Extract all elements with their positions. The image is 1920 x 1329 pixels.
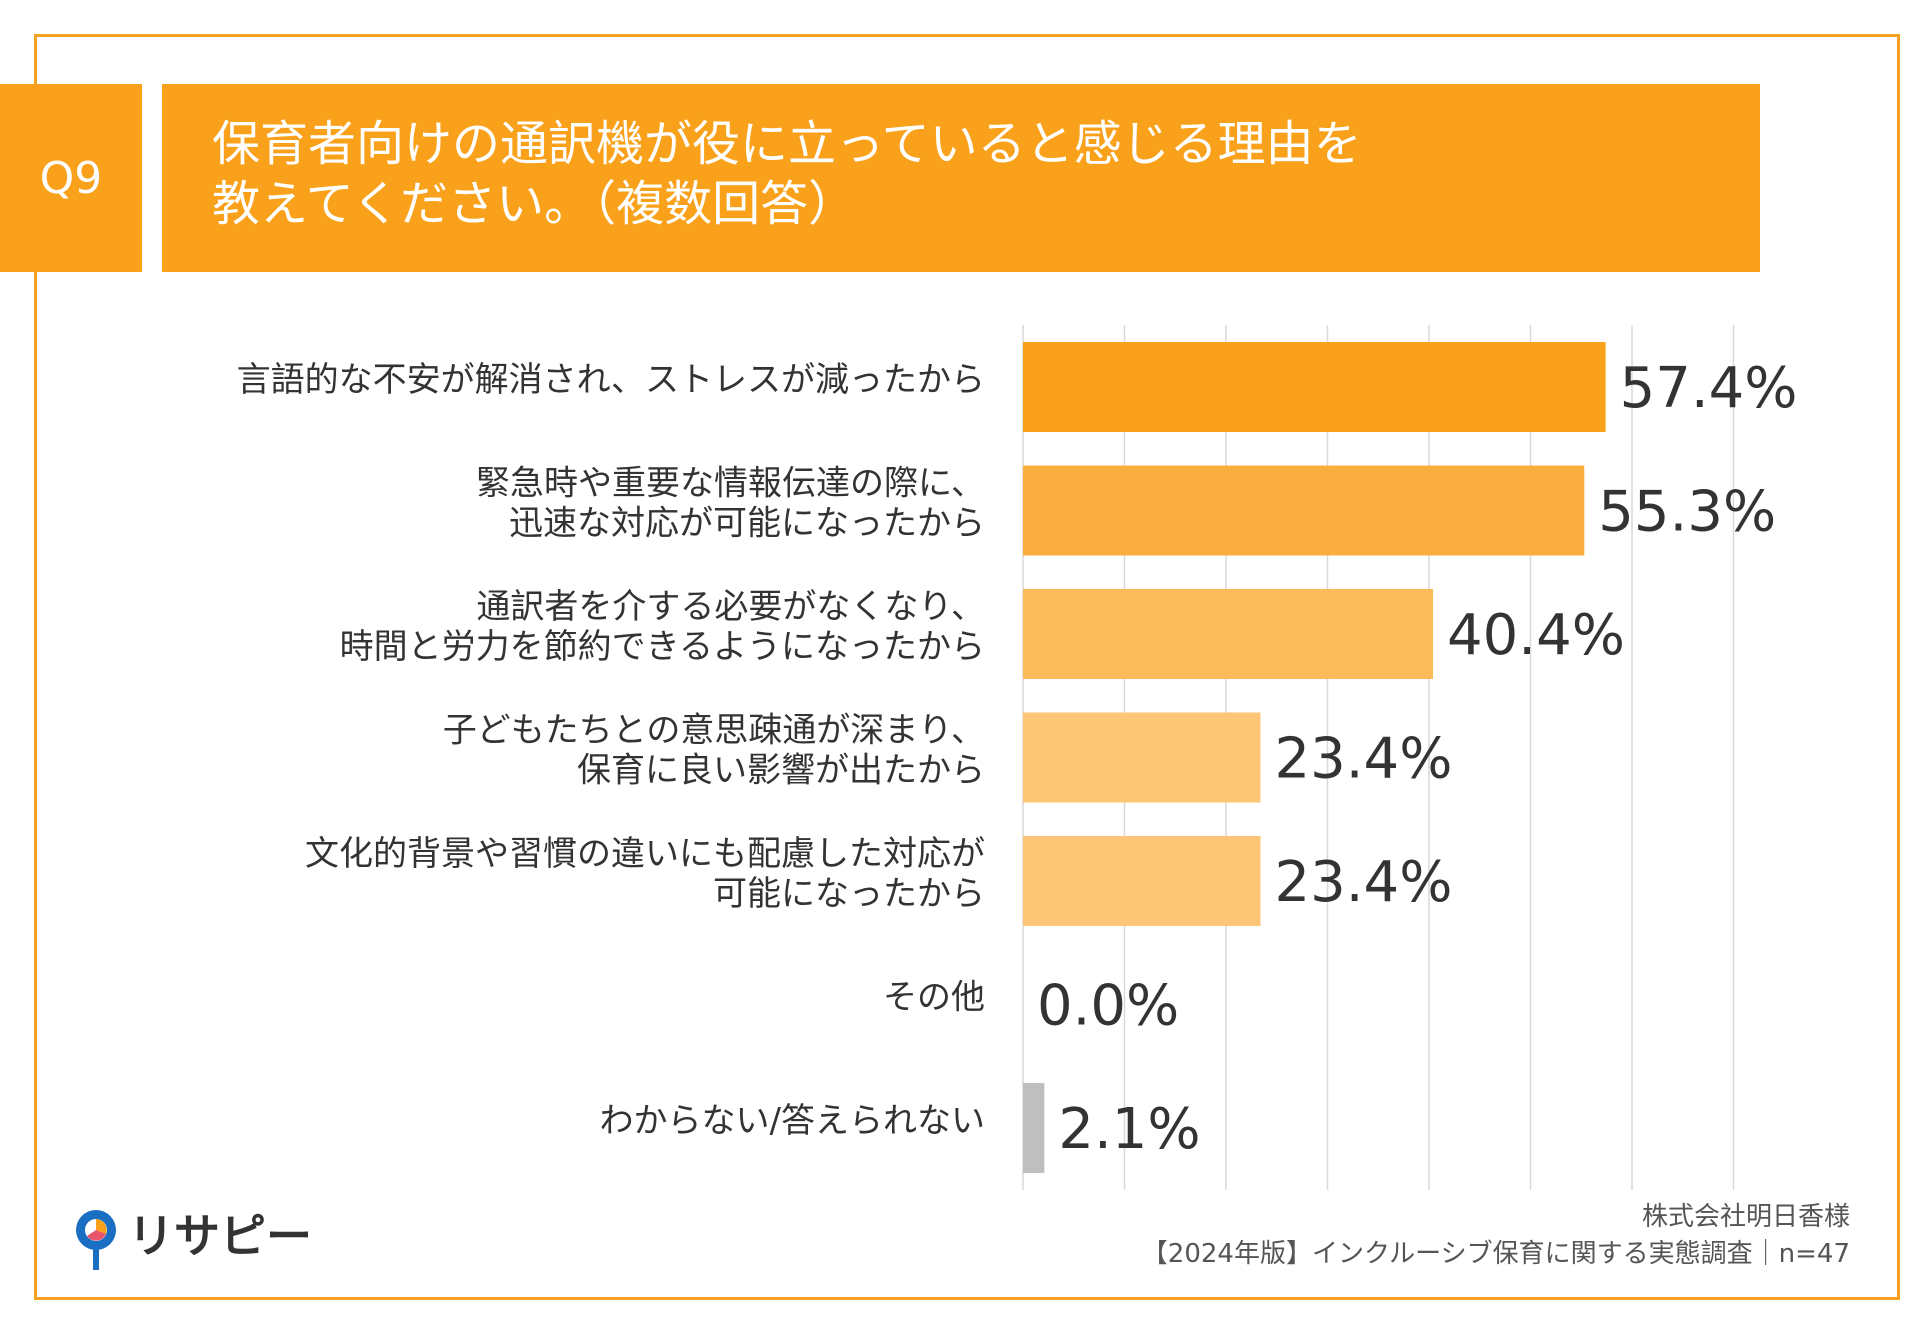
category-label: 保育に良い影響が出たから bbox=[577, 751, 985, 791]
value-label: 2.1% bbox=[1058, 1097, 1200, 1162]
category-label: 通訳者を介する必要がなくなり、 bbox=[476, 587, 985, 627]
logo: リサピー bbox=[76, 1209, 310, 1270]
category-label: その他 bbox=[883, 978, 985, 1018]
value-label: 57.4% bbox=[1620, 356, 1798, 421]
question-number: Q9 bbox=[0, 84, 142, 272]
bar bbox=[1023, 465, 1585, 556]
value-label: 23.4% bbox=[1275, 850, 1453, 915]
value-label: 55.3% bbox=[1598, 480, 1776, 545]
value-label: 23.4% bbox=[1275, 727, 1453, 792]
category-label: 緊急時や重要な情報伝達の際に、 bbox=[476, 464, 985, 504]
category-label: 時間と労力を節約できるようになったから bbox=[340, 627, 985, 667]
category-label: 迅速な対応が可能になったから bbox=[509, 504, 985, 544]
category-label: 可能になったから bbox=[713, 874, 985, 914]
logo-text: リサピー bbox=[128, 1209, 310, 1263]
bar bbox=[1023, 342, 1606, 432]
bar bbox=[1023, 836, 1261, 926]
chart-frame bbox=[34, 34, 1900, 1300]
category-label: 子どもたちとの意思疎通が深まり、 bbox=[443, 711, 985, 751]
footer-survey: 【2024年版】インクルーシブ保育に関する実態調査｜n=47 bbox=[1141, 1239, 1850, 1269]
question-title-line1: 保育者向けの通訳機が役に立っていると感じる理由を bbox=[212, 116, 1362, 172]
question-title-line2: 教えてください。（複数回答） bbox=[212, 176, 857, 232]
question-title: 保育者向けの通訳機が役に立っていると感じる理由を 教えてください。（複数回答） bbox=[162, 84, 1760, 272]
bar bbox=[1023, 712, 1261, 803]
value-label: 40.4% bbox=[1447, 603, 1625, 668]
category-label: わからない/答えられない bbox=[600, 1101, 985, 1141]
value-label: 0.0% bbox=[1037, 974, 1179, 1039]
category-label: 文化的背景や習慣の違いにも配慮した対応が bbox=[305, 834, 985, 874]
bar bbox=[1023, 1083, 1045, 1173]
footer-company: 株式会社明日香様 bbox=[1641, 1202, 1850, 1232]
bar bbox=[1023, 589, 1434, 679]
category-label: 言語的な不安が解消され、ストレスが減ったから bbox=[237, 360, 985, 400]
